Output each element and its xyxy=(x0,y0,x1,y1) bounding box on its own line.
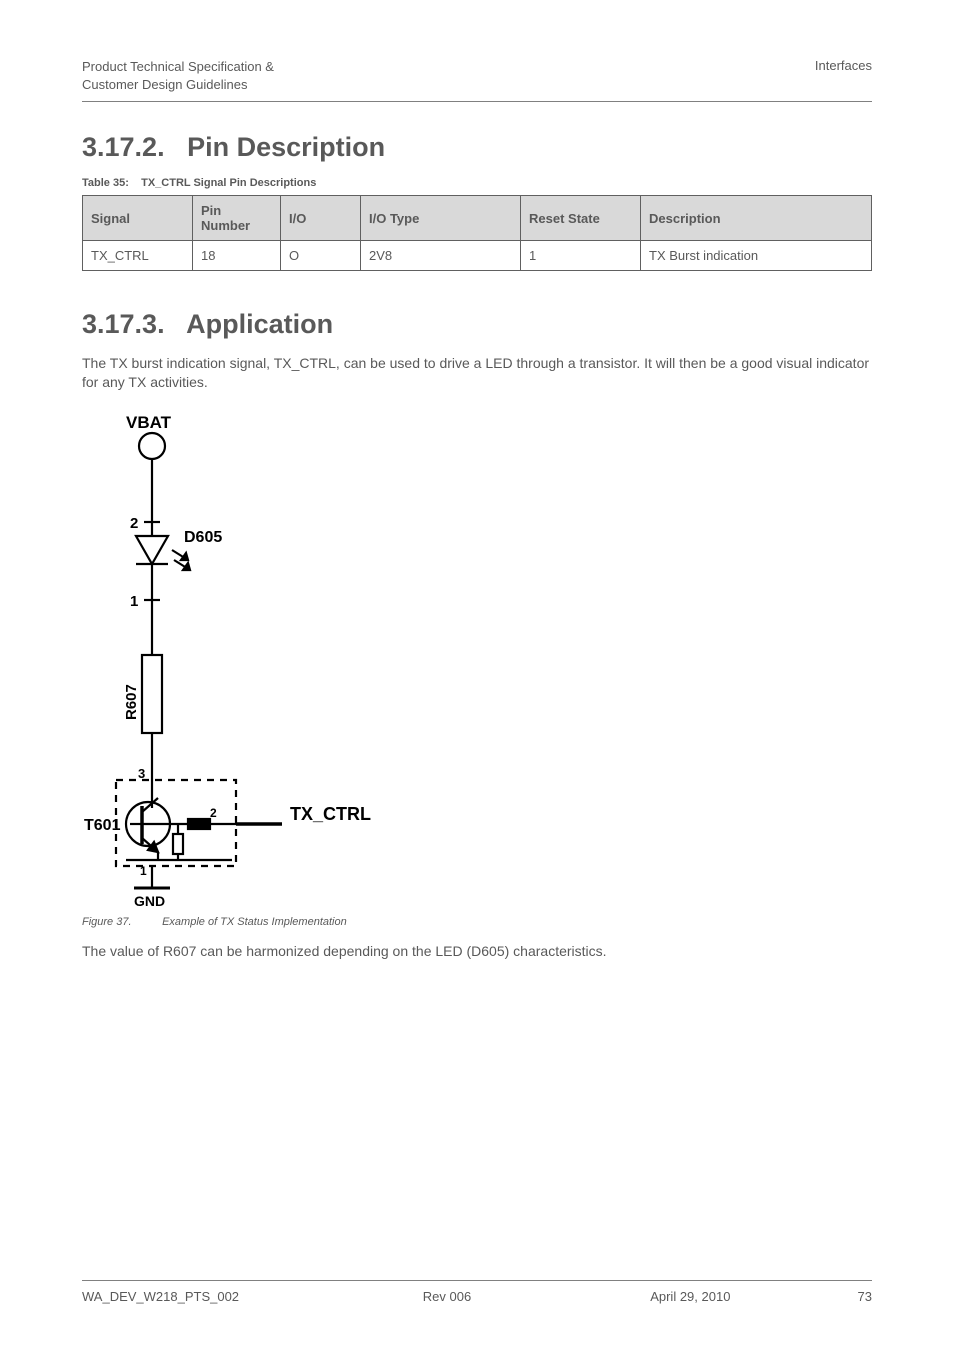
label-node3: 3 xyxy=(138,766,145,781)
page-header: Product Technical Specification & Custom… xyxy=(82,58,872,97)
cell-reset: 1 xyxy=(521,241,641,271)
label-node1: 1 xyxy=(130,593,138,610)
col-io: I/O xyxy=(281,196,361,241)
table35: Signal Pin Number I/O I/O Type Reset Sta… xyxy=(82,195,872,271)
label-d605: D605 xyxy=(184,529,222,546)
cell-iotype: 2V8 xyxy=(361,241,521,271)
page-footer: WA_DEV_W218_PTS_002 Rev 006 April 29, 20… xyxy=(82,1280,872,1304)
footer-page: 73 xyxy=(812,1289,872,1304)
section-title: Application xyxy=(186,309,333,339)
label-t-node1: 1 xyxy=(140,864,147,878)
label-txctrl: TX_CTRL xyxy=(290,804,371,824)
label-gnd: GND xyxy=(134,893,165,909)
section-number: 3.17.2. xyxy=(82,132,165,162)
table-header-row: Signal Pin Number I/O I/O Type Reset Sta… xyxy=(83,196,872,241)
col-reset-state: Reset State xyxy=(521,196,641,241)
label-t-node2: 2 xyxy=(210,806,217,820)
cell-signal: TX_CTRL xyxy=(83,241,193,271)
circuit-diagram: VBAT 2 D605 1 xyxy=(82,410,412,910)
table35-caption: Table 35: TX_CTRL Signal Pin Description… xyxy=(82,177,872,189)
header-rule xyxy=(82,101,872,102)
figure-label: Figure 37. xyxy=(82,916,132,928)
label-vbat: VBAT xyxy=(126,413,172,432)
section-heading-app: 3.17.3. Application xyxy=(82,309,872,340)
col-description: Description xyxy=(641,196,872,241)
table-row: TX_CTRL 18 O 2V8 1 TX Burst indication xyxy=(83,241,872,271)
cell-desc: TX Burst indication xyxy=(641,241,872,271)
header-right: Interfaces xyxy=(815,58,872,93)
figure37-caption: Figure 37. Example of TX Status Implemen… xyxy=(82,916,872,928)
cell-io: O xyxy=(281,241,361,271)
section-number: 3.17.3. xyxy=(82,309,165,339)
col-signal: Signal xyxy=(83,196,193,241)
table-caption-label: Table 35: xyxy=(82,177,129,189)
footer-rev: Rev 006 xyxy=(325,1289,568,1304)
label-node2: 2 xyxy=(130,515,138,532)
header-line1: Product Technical Specification & xyxy=(82,58,274,76)
cell-pin: 18 xyxy=(193,241,281,271)
label-t601: T601 xyxy=(84,817,121,834)
col-pin-number: Pin Number xyxy=(193,196,281,241)
footer-doc: WA_DEV_W218_PTS_002 xyxy=(82,1289,325,1304)
paragraph-r607: The value of R607 can be harmonized depe… xyxy=(82,942,872,961)
section-heading-pin: 3.17.2. Pin Description xyxy=(82,132,872,163)
table-caption-text: TX_CTRL Signal Pin Descriptions xyxy=(141,177,316,189)
col-io-type: I/O Type xyxy=(361,196,521,241)
figure-text: Example of TX Status Implementation xyxy=(162,916,347,928)
paragraph-app: The TX burst indication signal, TX_CTRL,… xyxy=(82,354,872,392)
section-title: Pin Description xyxy=(187,132,385,162)
header-line2: Customer Design Guidelines xyxy=(82,76,274,94)
label-r607: R607 xyxy=(123,684,140,720)
footer-date: April 29, 2010 xyxy=(569,1289,812,1304)
